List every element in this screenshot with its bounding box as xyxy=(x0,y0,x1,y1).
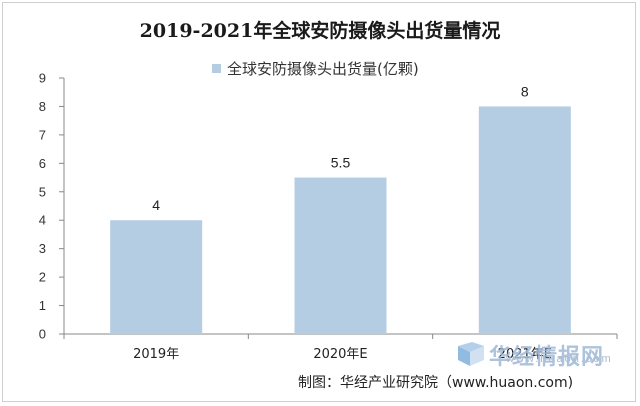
x-category-label: 2021年E xyxy=(498,347,552,362)
watermark-logo-icon xyxy=(456,342,486,368)
chart-title: 2019-2021年全球安防摄像头出货量情况 xyxy=(139,20,501,42)
watermark-url: www.huaon.com xyxy=(506,353,613,365)
y-tick-label: 3 xyxy=(39,241,46,256)
legend-label: 全球安防摄像头出货量(亿颗) xyxy=(227,60,419,78)
y-tick-label: 7 xyxy=(39,127,46,142)
y-tick-label: 8 xyxy=(39,99,46,114)
y-tick-label: 5 xyxy=(39,184,46,199)
y-tick-label: 4 xyxy=(39,213,46,228)
y-tick-label: 9 xyxy=(39,71,46,86)
x-category-label: 2019年 xyxy=(133,347,179,362)
bar xyxy=(110,220,203,334)
watermark: 华经情报网 xyxy=(456,339,604,371)
watermark-text: 华经情报网 xyxy=(489,345,605,370)
y-tick-label: 0 xyxy=(39,327,46,342)
data-label: 8 xyxy=(521,83,529,99)
bar xyxy=(478,106,571,334)
y-tick-label: 1 xyxy=(39,298,46,313)
x-category-label: 2020年E xyxy=(313,347,367,362)
legend: 全球安防摄像头出货量(亿颗) xyxy=(212,58,419,79)
source-note: 制图：华经产业研究院（www.huaon.com) xyxy=(298,375,574,391)
y-tick-label: 6 xyxy=(39,156,46,171)
data-label: 4 xyxy=(152,197,160,213)
bar xyxy=(294,177,387,334)
legend-swatch xyxy=(212,64,221,73)
data-label: 5.5 xyxy=(331,155,351,171)
y-tick-label: 2 xyxy=(39,270,46,285)
